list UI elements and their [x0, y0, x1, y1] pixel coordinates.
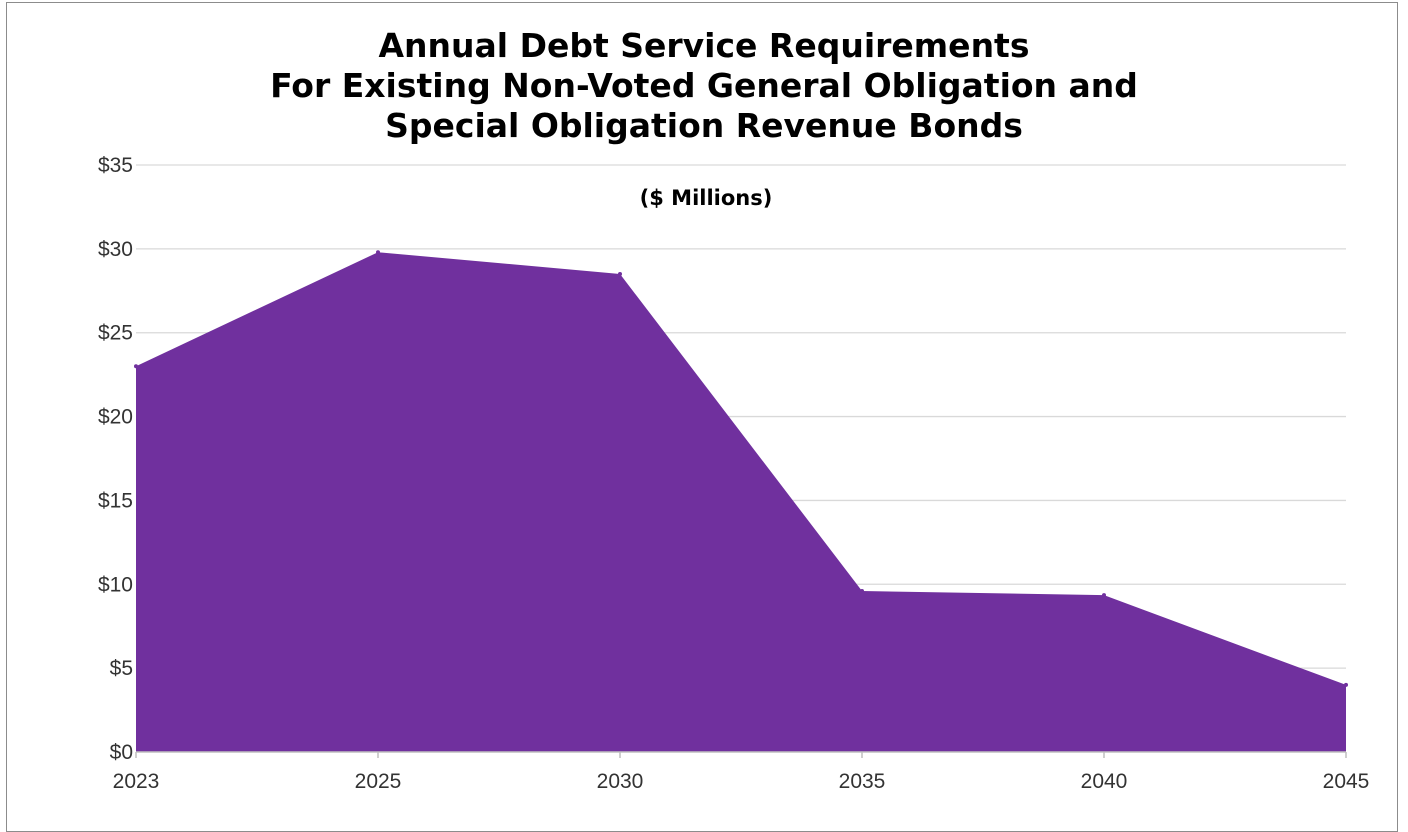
y-tick-label: $20 — [98, 406, 133, 429]
data-point-2040 — [1102, 593, 1106, 598]
y-tick-label: $30 — [98, 238, 133, 261]
chart-subtitle: ($ Millions) — [640, 186, 773, 210]
x-tick-label: 2030 — [597, 770, 644, 793]
x-tick-label: 2045 — [1323, 770, 1370, 793]
y-tick-label: $0 — [110, 741, 133, 764]
chart-title-line-1: Annual Debt Service Requirements — [378, 26, 1030, 65]
chart-title-line-3: Special Obligation Revenue Bonds — [385, 106, 1023, 145]
y-tick-label: $5 — [110, 657, 133, 680]
x-tick-label: 2023 — [113, 770, 160, 793]
data-point-2035 — [860, 588, 864, 593]
area-fill — [136, 252, 1346, 752]
y-tick-label: $35 — [98, 154, 133, 177]
x-tick-label: 2025 — [355, 770, 402, 793]
chart-title-line-2: For Existing Non-Voted General Obligatio… — [270, 66, 1138, 105]
data-point-2025 — [376, 250, 380, 255]
data-point-2045 — [1344, 682, 1348, 687]
axes: $0 $5 $10 $15 $20 $25 $30 $35 2023 2025 2030 2035 20… — [98, 154, 1369, 793]
y-tick-label: $10 — [98, 573, 133, 596]
data-point-2023 — [134, 364, 138, 369]
area-series — [134, 250, 1348, 752]
x-tick-label: 2035 — [839, 770, 886, 793]
x-tick-label: 2040 — [1081, 770, 1128, 793]
data-point-2030 — [618, 272, 622, 277]
y-tick-label: $15 — [98, 489, 133, 512]
y-tick-label: $25 — [98, 322, 133, 345]
